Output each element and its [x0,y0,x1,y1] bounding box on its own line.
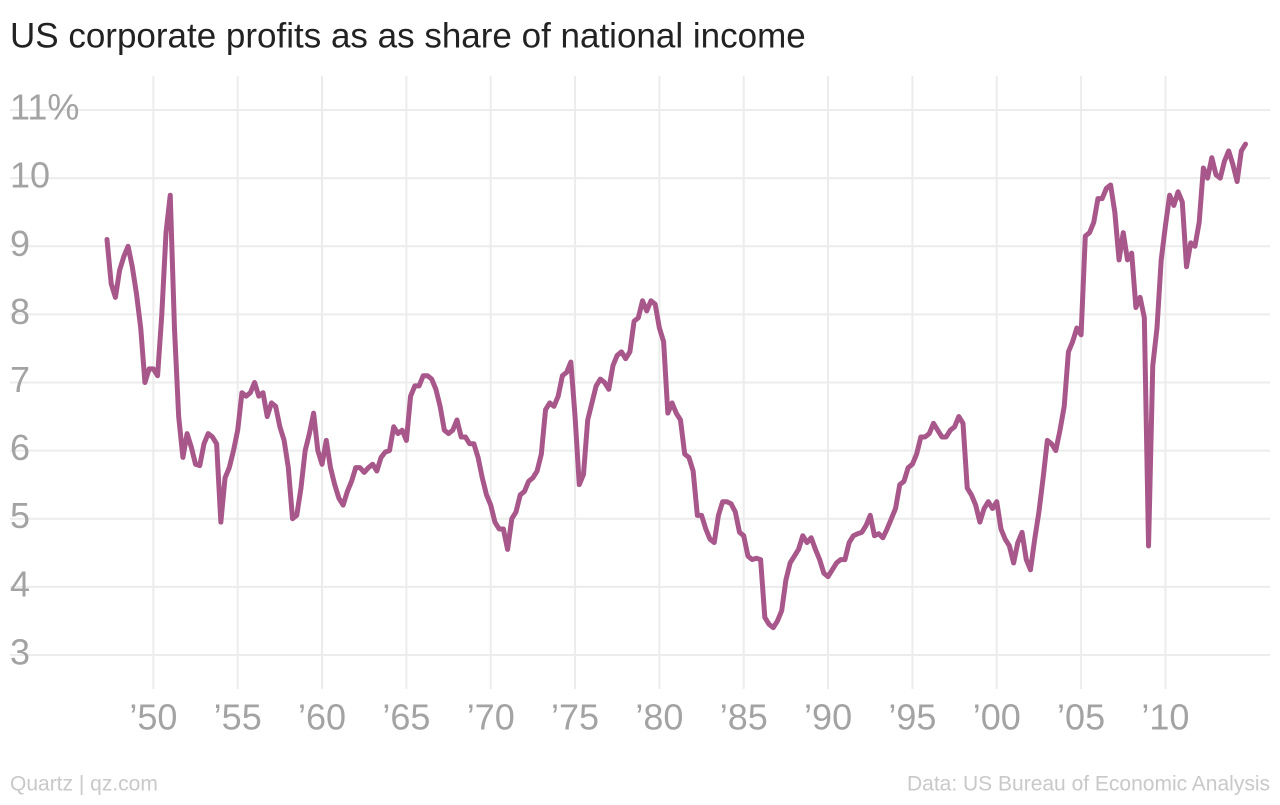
y-tick-label: 3 [10,631,30,672]
x-tick-label: ’75 [551,697,599,738]
y-tick-label: 4 [10,563,30,604]
y-tick-label: 6 [10,427,30,468]
x-tick-label: ’65 [382,697,430,738]
y-tick-label: 11% [10,87,79,128]
x-tick-label: ’85 [720,697,768,738]
y-tick-label: 7 [10,359,30,400]
y-tick-label: 5 [10,495,30,536]
x-tick-label: ’60 [298,697,346,738]
source-right: Data: US Bureau of Economic Analysis [907,773,1270,796]
x-tick-label: ’90 [804,697,852,738]
data-line [104,141,1249,631]
chart-title: US corporate profits as as share of nati… [10,16,806,55]
x-tick-label: ’00 [973,697,1021,738]
y-tick-label: 10 [10,155,50,196]
y-tick-label: 9 [10,223,30,264]
x-tick-label: ’10 [1141,697,1189,738]
source-left: Quartz | qz.com [10,773,158,796]
y-tick-label: 8 [10,291,30,332]
x-tick-label: ’95 [888,697,936,738]
x-tick-label: ’80 [635,697,683,738]
x-tick-label: ’70 [467,697,515,738]
x-tick-label: ’50 [129,697,177,738]
x-tick-label: ’05 [1057,697,1105,738]
x-tick-label: ’55 [214,697,262,738]
